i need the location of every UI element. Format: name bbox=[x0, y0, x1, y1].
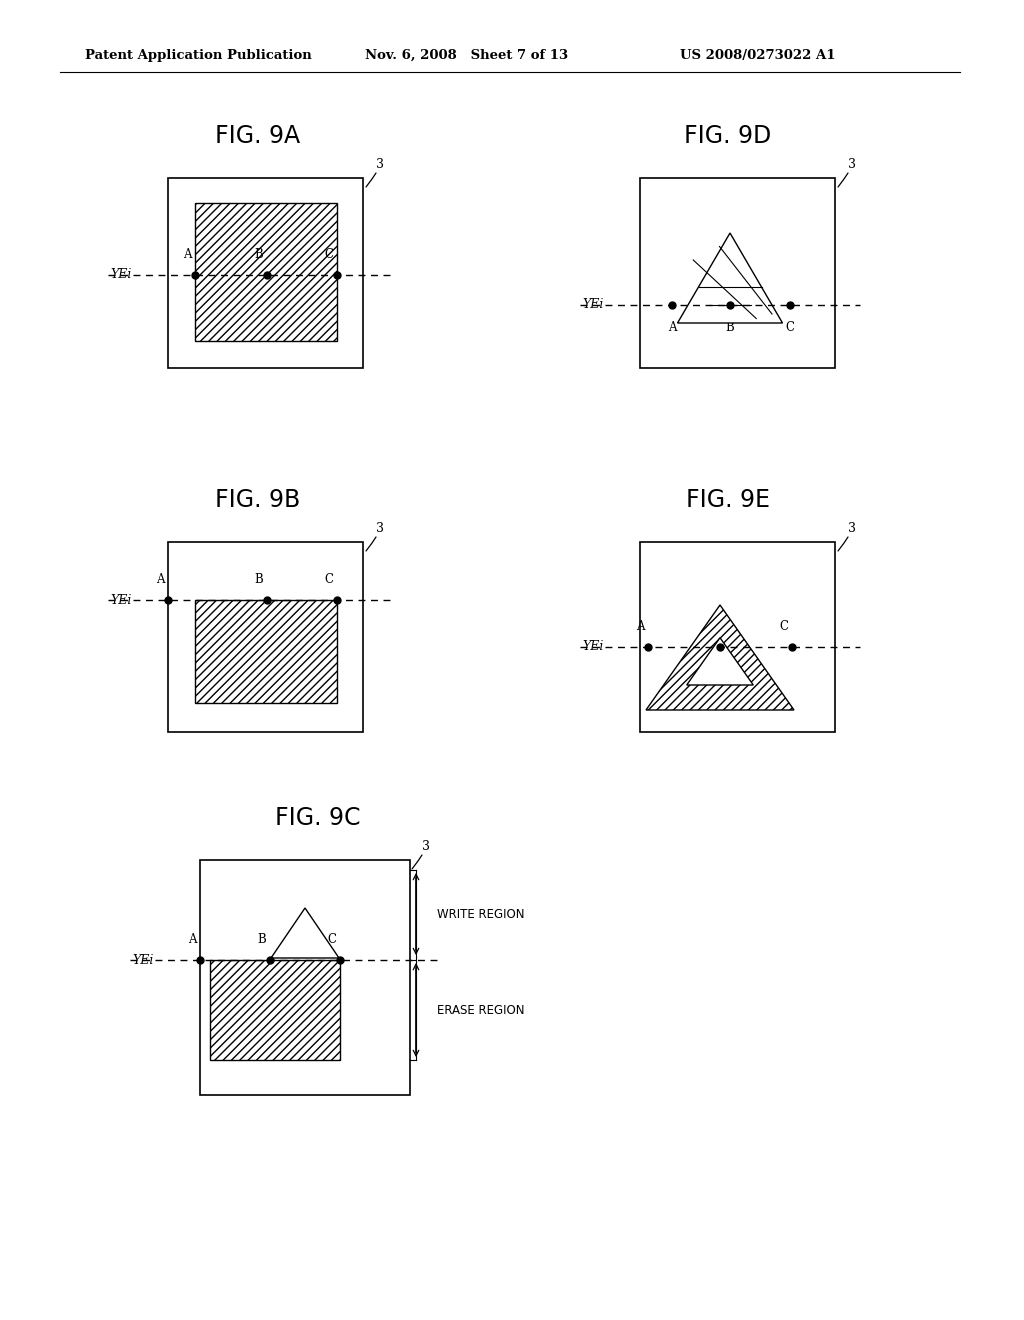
Text: Nov. 6, 2008   Sheet 7 of 13: Nov. 6, 2008 Sheet 7 of 13 bbox=[365, 49, 568, 62]
Text: YEi: YEi bbox=[582, 298, 603, 312]
Text: A: A bbox=[156, 573, 164, 586]
Text: US 2008/0273022 A1: US 2008/0273022 A1 bbox=[680, 49, 836, 62]
Bar bbox=[640, 543, 835, 733]
Text: ERASE REGION: ERASE REGION bbox=[437, 1003, 524, 1016]
Text: C: C bbox=[325, 573, 334, 586]
Text: FIG. 9E: FIG. 9E bbox=[686, 488, 770, 512]
Text: B: B bbox=[255, 573, 263, 586]
Text: YEi: YEi bbox=[110, 268, 131, 281]
Text: 3: 3 bbox=[848, 158, 856, 172]
Text: FIG. 9A: FIG. 9A bbox=[215, 124, 301, 148]
Bar bbox=[195, 601, 337, 704]
Text: B: B bbox=[258, 933, 266, 946]
Bar bbox=[210, 960, 340, 1060]
Polygon shape bbox=[646, 605, 794, 710]
Text: C: C bbox=[328, 933, 337, 946]
Text: B: B bbox=[726, 321, 734, 334]
Text: A: A bbox=[668, 321, 676, 334]
Text: C: C bbox=[779, 620, 788, 634]
Bar bbox=[168, 178, 362, 368]
Text: Patent Application Publication: Patent Application Publication bbox=[85, 49, 311, 62]
Bar bbox=[168, 543, 362, 733]
Text: FIG. 9B: FIG. 9B bbox=[215, 488, 301, 512]
Bar bbox=[200, 861, 410, 1096]
Text: FIG. 9C: FIG. 9C bbox=[275, 807, 360, 830]
Text: C: C bbox=[785, 321, 795, 334]
Polygon shape bbox=[687, 638, 754, 685]
Text: B: B bbox=[708, 620, 717, 634]
Text: 3: 3 bbox=[422, 840, 430, 853]
Text: 3: 3 bbox=[376, 521, 384, 535]
Text: 3: 3 bbox=[376, 158, 384, 172]
Bar bbox=[640, 178, 835, 368]
Polygon shape bbox=[678, 234, 782, 323]
Text: YEi: YEi bbox=[582, 640, 603, 653]
Text: B: B bbox=[255, 248, 263, 261]
Bar bbox=[195, 203, 337, 341]
Text: A: A bbox=[182, 248, 191, 261]
Text: A: A bbox=[636, 620, 644, 634]
Text: A: A bbox=[187, 933, 197, 946]
Text: 3: 3 bbox=[848, 521, 856, 535]
Text: C: C bbox=[325, 248, 334, 261]
Text: WRITE REGION: WRITE REGION bbox=[437, 908, 524, 920]
Text: YEi: YEi bbox=[132, 953, 154, 966]
Polygon shape bbox=[271, 908, 339, 958]
Text: YEi: YEi bbox=[110, 594, 131, 606]
Text: FIG. 9D: FIG. 9D bbox=[684, 124, 772, 148]
